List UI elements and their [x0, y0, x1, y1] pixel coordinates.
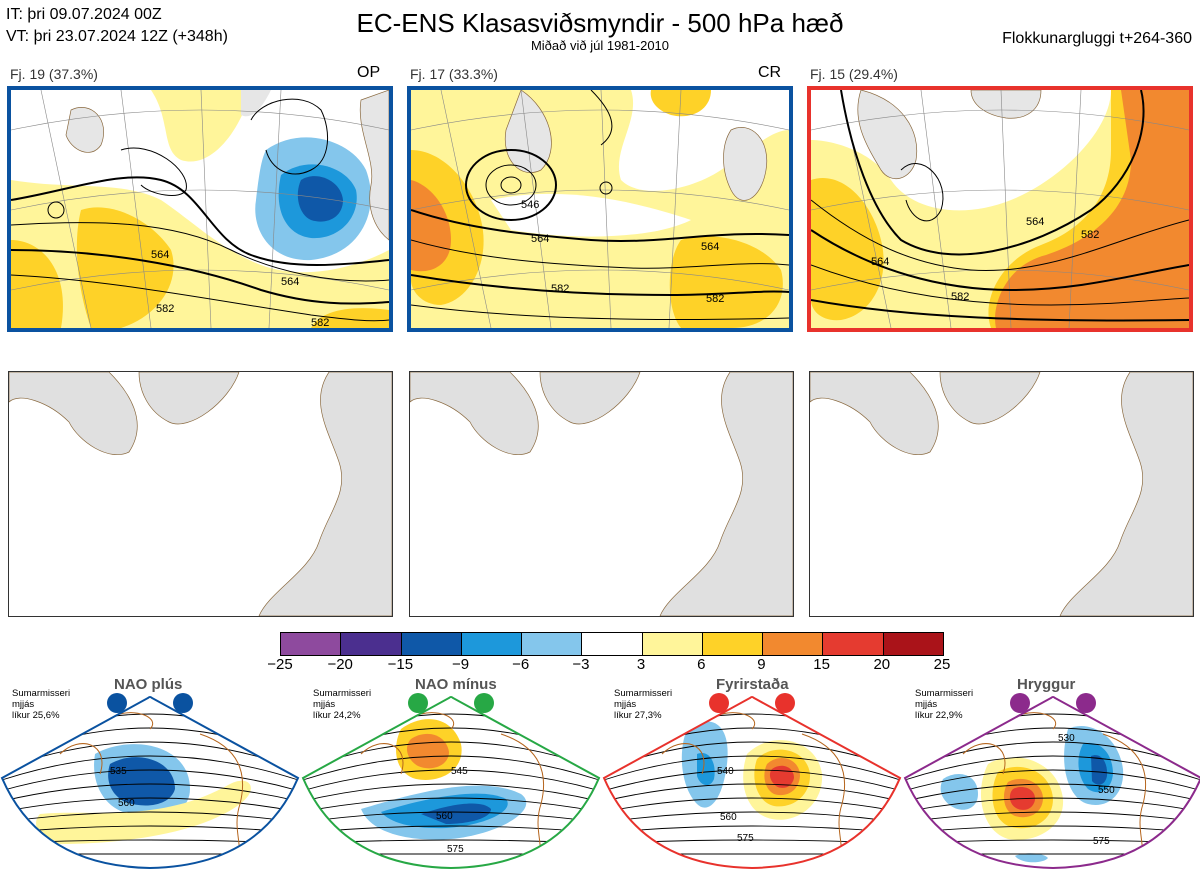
cluster-3-map: 564 564 582 582: [807, 86, 1193, 332]
contour-label: 582: [551, 283, 569, 295]
regime-title: NAO plús: [114, 676, 183, 693]
regime-note: Sumarmisseri mjjás líkur 25,6%: [12, 688, 71, 721]
colorbar-swatch: [823, 633, 884, 655]
colorbar-tick-label: 20: [873, 656, 891, 673]
regime-outline: [301, 696, 601, 869]
contour-label: 560: [720, 812, 737, 823]
anomaly-area: [108, 757, 175, 806]
regime-note: Sumarmisseri mjjás líkur 24,2%: [313, 688, 372, 721]
regime-marker-dot: [1010, 693, 1030, 713]
contour-label: 564: [281, 276, 299, 288]
contour-label: 564: [531, 233, 549, 245]
init-time: IT: þri 09.07.2024 00Z: [6, 6, 162, 23]
empty-map-2: [409, 371, 794, 617]
colorbar-swatch: [642, 633, 703, 655]
regime-outline: [602, 696, 902, 869]
regime-note: Sumarmisseri mjjás líkur 22,9%: [915, 688, 974, 721]
contour-label: 535: [110, 766, 127, 777]
page-title: EC-ENS Klasasviðsmyndir - 500 hPa hæð: [356, 8, 844, 38]
contour-label: 560: [118, 798, 135, 809]
colorbar-swatch: [522, 633, 583, 655]
colorbar-tick-label: −3: [572, 656, 590, 673]
colorbar-tick-label: −20: [327, 656, 353, 673]
contour-label: 582: [311, 317, 329, 328]
contour-label: 546: [521, 199, 539, 211]
contour-label: 564: [151, 249, 169, 261]
regime-marker-dot: [1076, 693, 1096, 713]
regime-marker-dot: [709, 693, 729, 713]
colorbar-tick-label: −9: [451, 656, 470, 673]
anomaly-area: [697, 753, 715, 786]
regime-marker-dot: [107, 693, 127, 713]
regime-marker-dot: [775, 693, 795, 713]
regime-marker-dot: [408, 693, 428, 713]
contour-label: 582: [156, 303, 174, 315]
regime-marker-dot: [173, 693, 193, 713]
colorbar-tick-label: 9: [757, 656, 766, 673]
colorbar-tick-label: 3: [636, 656, 646, 673]
cluster-2-tag: CR: [758, 64, 782, 81]
contour-label: 560: [436, 811, 453, 822]
colorbar-swatch: [883, 633, 943, 655]
regime-map: 535 560: [0, 696, 300, 869]
contour-label: 540: [717, 766, 734, 777]
contour-label: 530: [1058, 733, 1075, 744]
colorbar-swatch: [702, 633, 764, 655]
regime-outline: [0, 696, 300, 869]
contour-label: 575: [737, 833, 754, 844]
cluster-1-caption: Fj. 19 (37.3%): [10, 66, 98, 82]
contour-label: 575: [1093, 836, 1110, 847]
empty-map-1: [8, 371, 393, 617]
contour-label: 575: [447, 844, 464, 855]
colorbar-tick-label: 6: [697, 656, 706, 673]
contour-label: 564: [701, 241, 719, 253]
colorbar-tick-label: −15: [387, 656, 414, 673]
contour-label: 564: [871, 256, 889, 268]
contour-label: 550: [1098, 785, 1115, 796]
empty-map-3: [809, 371, 1194, 617]
contour-label: 564: [1026, 216, 1044, 228]
contour-label: 582: [951, 291, 969, 303]
anomaly-area: [1091, 755, 1108, 785]
colorbar-swatch: [582, 633, 643, 655]
header-info: IT: þri 09.07.2024 00Z VT: þri 23.07.202…: [6, 4, 228, 48]
cluster-3-caption: Fj. 15 (29.4%): [810, 66, 898, 82]
colorbar: [280, 632, 944, 656]
regime-title: Fyrirstaða: [716, 676, 789, 693]
anomaly-area: [1015, 853, 1048, 863]
regime-title: Hryggur: [1017, 676, 1076, 693]
colorbar-swatch: [763, 633, 824, 655]
anomaly-area: [421, 803, 491, 824]
cluster-2-map: 546 564 564 582 582: [407, 86, 793, 332]
cluster-window: Flokkunargluggi t+264-360: [1002, 30, 1192, 47]
anomaly-area: [940, 774, 978, 810]
colorbar-swatch: [341, 633, 402, 655]
contour-label: 582: [1081, 229, 1099, 241]
contour-label: 545: [451, 766, 468, 777]
colorbar-tick-label: −25: [267, 656, 293, 673]
colorbar-tick-label: 15: [813, 656, 830, 673]
colorbar-swatch: [281, 633, 342, 655]
valid-time: VT: þri 23.07.2024 12Z (+348h): [6, 28, 228, 45]
colorbar-tick-label: 25: [933, 656, 951, 673]
regime-map: 530 550 575: [903, 696, 1200, 869]
regime-title: NAO mínus: [415, 676, 497, 693]
page-subtitle: Miðað við júl 1981-2010: [530, 38, 670, 53]
cluster-1-map: 564 564 582 582: [7, 86, 393, 332]
regime-marker-dot: [474, 693, 494, 713]
cluster-1-tag: OP: [357, 64, 381, 81]
colorbar-swatch: [461, 633, 523, 655]
contour-label: 582: [706, 293, 724, 305]
colorbar-swatch: [401, 633, 462, 655]
regime-map: 545 560 575: [301, 696, 601, 869]
colorbar-tick-label: −6: [512, 656, 530, 673]
cluster-2-caption: Fj. 17 (33.3%): [410, 66, 498, 82]
regime-note: Sumarmisseri mjjás líkur 27,3%: [614, 688, 673, 721]
regime-outline: [903, 696, 1200, 869]
